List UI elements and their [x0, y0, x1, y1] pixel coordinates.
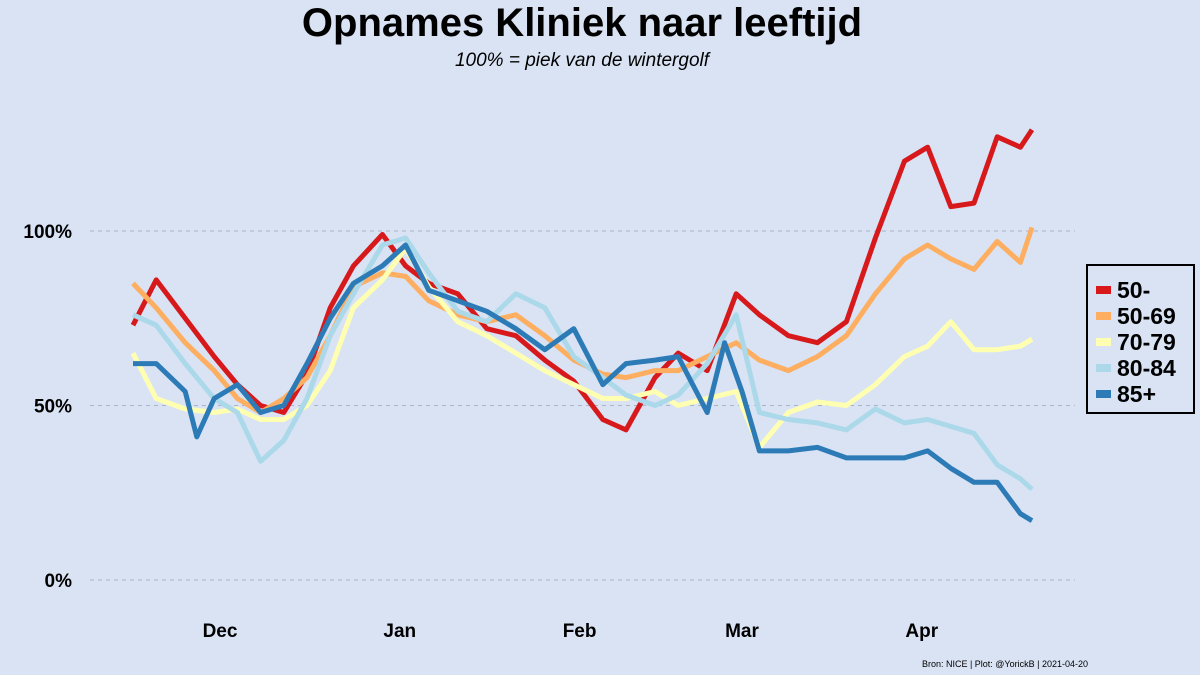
series-line-80-84	[131, 235, 1034, 492]
y-tick-label: 0%	[45, 571, 73, 592]
y-tick-label: 100%	[23, 222, 72, 243]
legend-label: 50-69	[1117, 303, 1176, 329]
legend-label: 80-84	[1117, 355, 1176, 381]
series-line-85	[133, 242, 1034, 523]
chart-title: Opnames Kliniek naar leeftijd	[302, 1, 862, 45]
legend-label: 70-79	[1117, 329, 1176, 355]
series-lines	[130, 128, 1035, 523]
source-note: Bron: NICE | Plot: @YorickB | 2021-04-20	[922, 659, 1088, 669]
x-tick-label: Dec	[203, 621, 238, 642]
legend-label: 50-	[1117, 277, 1150, 303]
chart-subtitle: 100% = piek van de wintergolf	[455, 50, 711, 71]
x-tick-label: Mar	[725, 621, 759, 642]
x-tick-label: Apr	[905, 621, 938, 642]
legend-label: 85+	[1117, 381, 1156, 407]
x-tick-label: Feb	[563, 621, 597, 642]
x-axis-ticks: Dec Jan Feb Mar Apr	[203, 621, 939, 642]
series-line-50-69	[131, 226, 1035, 415]
series-line-70-79	[130, 245, 1034, 450]
grid-lines	[90, 230, 1075, 581]
series-line-50	[130, 128, 1035, 433]
y-tick-label: 50%	[34, 397, 72, 418]
y-axis-ticks: 0% 50% 100%	[23, 222, 72, 592]
x-tick-label: Jan	[383, 621, 416, 642]
